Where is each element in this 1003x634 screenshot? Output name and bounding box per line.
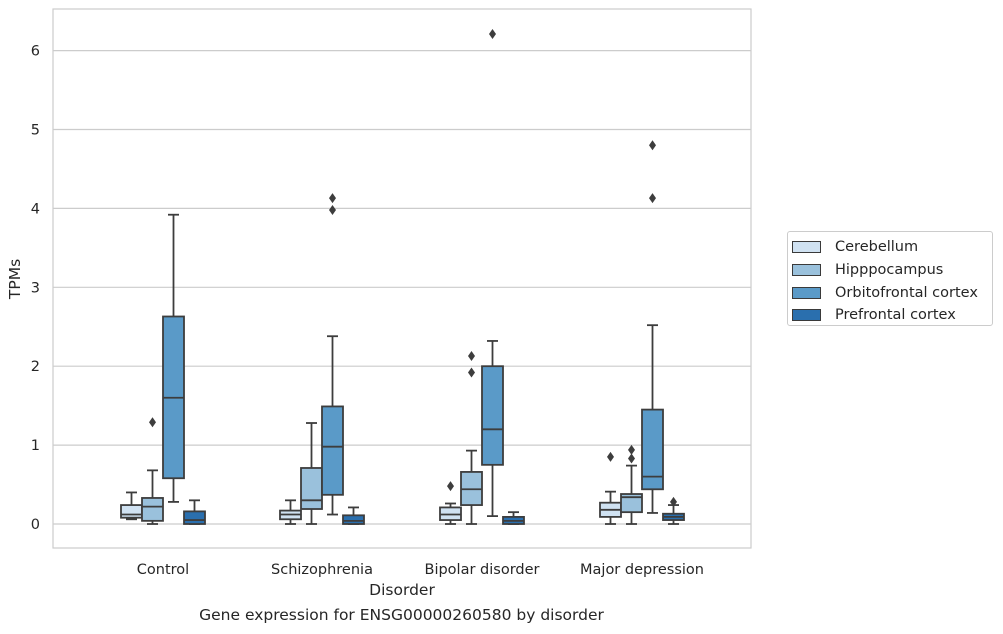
outlier-point <box>628 444 635 455</box>
legend-swatch <box>792 309 821 322</box>
box-3-1 <box>342 506 365 525</box>
box-2-3 <box>641 140 664 514</box>
box-0-2 <box>439 481 462 525</box>
outlier-point <box>628 453 635 464</box>
y-tick-label: 3 <box>31 280 40 296</box>
outlier-point <box>468 350 475 361</box>
y-tick-label: 5 <box>31 123 40 139</box>
box-body <box>342 514 365 525</box>
box-body <box>120 504 143 519</box>
box-1-0 <box>141 417 164 525</box>
legend-label: Orbitofrontal cortex <box>835 284 978 301</box>
box-1-3 <box>620 444 643 525</box>
legend-item: Prefrontal cortex <box>792 304 992 327</box>
box-body <box>141 497 164 522</box>
x-tick-label: Major depression <box>580 562 704 578</box>
legend-label: Prefrontal cortex <box>835 307 956 324</box>
outlier-point <box>670 496 677 507</box>
y-tick-label: 6 <box>31 44 40 60</box>
box-2-1 <box>321 193 344 516</box>
box-body <box>300 467 323 510</box>
box-3-2 <box>502 511 525 525</box>
y-tick-label: 4 <box>31 201 40 217</box>
y-tick-label: 2 <box>31 359 40 375</box>
box-3-0 <box>183 499 206 525</box>
outlier-point <box>149 417 156 428</box>
outlier-point <box>468 367 475 378</box>
box-0-0 <box>120 491 143 521</box>
box-body <box>183 510 206 525</box>
plot-area-frame <box>52 8 752 549</box>
y-tick-label: 0 <box>31 517 40 533</box>
box-1-1 <box>300 422 323 525</box>
x-tick-labels: Control Schizophrenia Bipolar disorder Majo… <box>137 562 704 578</box>
y-tick-labels: 0 1 2 3 4 5 6 <box>31 44 40 533</box>
legend: Cerebellum Hipppocampus Orbitofrontal cort… <box>787 231 993 326</box>
legend-swatch <box>792 286 821 299</box>
plot-marks <box>120 29 685 525</box>
outlier-point <box>607 451 614 462</box>
legend-label: Cerebellum <box>835 239 919 256</box>
box-0-1 <box>279 499 302 525</box>
outlier-point <box>489 29 496 40</box>
y-tick-label: 1 <box>31 438 40 454</box>
box-body <box>641 408 664 491</box>
box-body <box>481 365 504 466</box>
chart-title: Gene expression for ENSG00000260580 by d… <box>199 606 604 624</box>
outlier-point <box>329 204 336 215</box>
box-1-2 <box>460 350 483 525</box>
y-axis-title: TPMs <box>6 259 24 300</box>
legend-item: Cerebellum <box>792 236 992 259</box>
outlier-point <box>447 481 454 492</box>
legend-item: Orbitofrontal cortex <box>792 281 992 304</box>
box-3-3 <box>662 496 685 525</box>
x-tick-label: Schizophrenia <box>271 562 373 578</box>
box-0-3 <box>599 451 622 525</box>
box-2-2 <box>481 29 504 518</box>
x-tick-label: Bipolar disorder <box>425 562 540 578</box>
outlier-point <box>329 193 336 204</box>
legend-swatch <box>792 241 821 254</box>
box-2-0 <box>162 213 185 503</box>
legend-swatch <box>792 264 821 277</box>
outlier-point <box>649 140 656 151</box>
x-axis-title: Disorder <box>369 581 435 599</box>
legend-label: Hipppocampus <box>835 262 944 279</box>
legend-item: Hipppocampus <box>792 259 992 282</box>
box-body <box>321 405 344 496</box>
outlier-point <box>649 193 656 204</box>
box-body <box>620 493 643 514</box>
x-tick-label: Control <box>137 562 189 578</box>
